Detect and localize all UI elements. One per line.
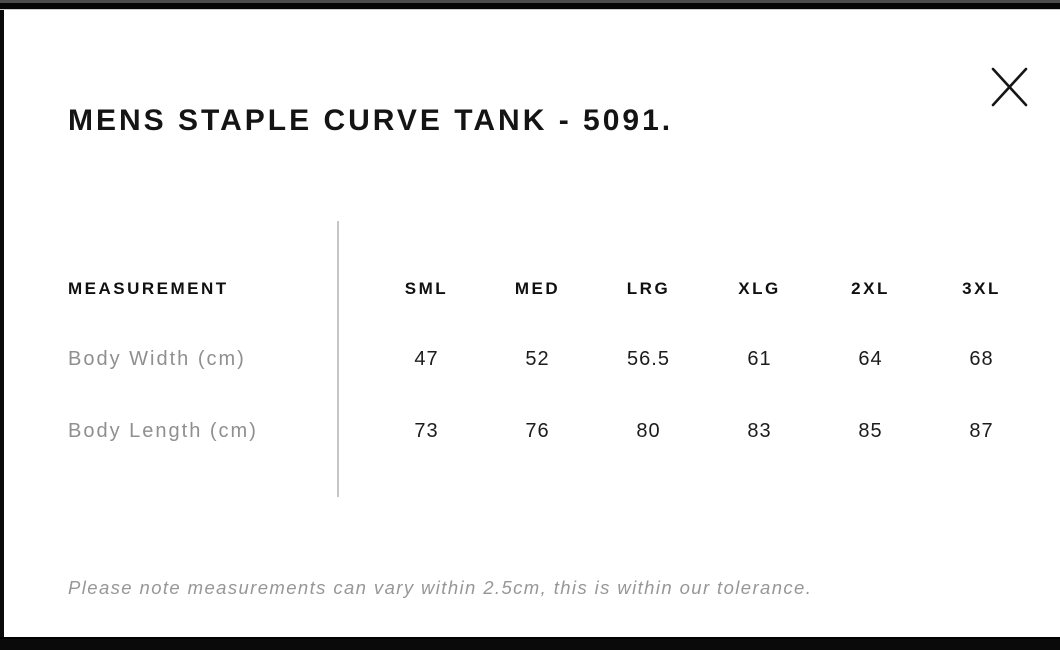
tolerance-note: Please note measurements can vary within… [68,576,813,598]
size-header-group: SML MED LRG XLG 2XL 3XL [371,279,1037,299]
table-row-body-length: Body Length (cm) 73 76 80 83 85 87 [68,420,1037,443]
body-width-xlg: 61 [747,348,772,370]
bottom-edge-bar [0,637,1060,650]
body-length-2xl: 85 [858,420,883,442]
measurement-header: MEASUREMENT [68,279,229,298]
top-edge-hairline [0,9,1060,10]
body-width-lrg: 56.5 [627,348,670,370]
close-icon [984,58,1034,108]
table-header-row: MEASUREMENT SML MED LRG XLG 2XL 3XL [68,279,1037,299]
size-chart-dialog-title: MENS STAPLE CURVE TANK - 5091. [68,104,674,138]
size-header-lrg: LRG [626,279,671,298]
body-width-2xl: 64 [858,348,883,370]
top-edge-bar [0,0,1060,3]
size-header-sml: SML [404,279,449,298]
table-row-body-width: Body Width (cm) 47 52 56.5 61 64 68 [68,348,1037,371]
body-length-xlg: 83 [747,420,772,442]
close-button[interactable] [984,58,1034,108]
body-length-lrg: 80 [636,420,661,442]
body-width-sml: 47 [414,348,439,370]
row-values-body-width: 47 52 56.5 61 64 68 [371,348,1037,371]
row-label-body-length: Body Length (cm) [68,420,258,442]
table-column-divider [337,221,339,497]
row-label-body-width: Body Width (cm) [68,348,246,370]
body-length-med: 76 [525,420,550,442]
size-header-med: MED [514,279,561,298]
size-header-3xl: 3XL [962,279,1001,298]
body-length-3xl: 87 [969,420,994,442]
body-width-med: 52 [525,348,550,370]
left-edge-border [0,10,4,637]
body-width-3xl: 68 [969,348,994,370]
row-values-body-length: 73 76 80 83 85 87 [371,420,1037,443]
size-header-xlg: XLG [738,279,781,298]
body-length-sml: 73 [414,420,439,442]
size-header-2xl: 2XL [851,279,890,298]
top-edge-border [0,3,1060,9]
